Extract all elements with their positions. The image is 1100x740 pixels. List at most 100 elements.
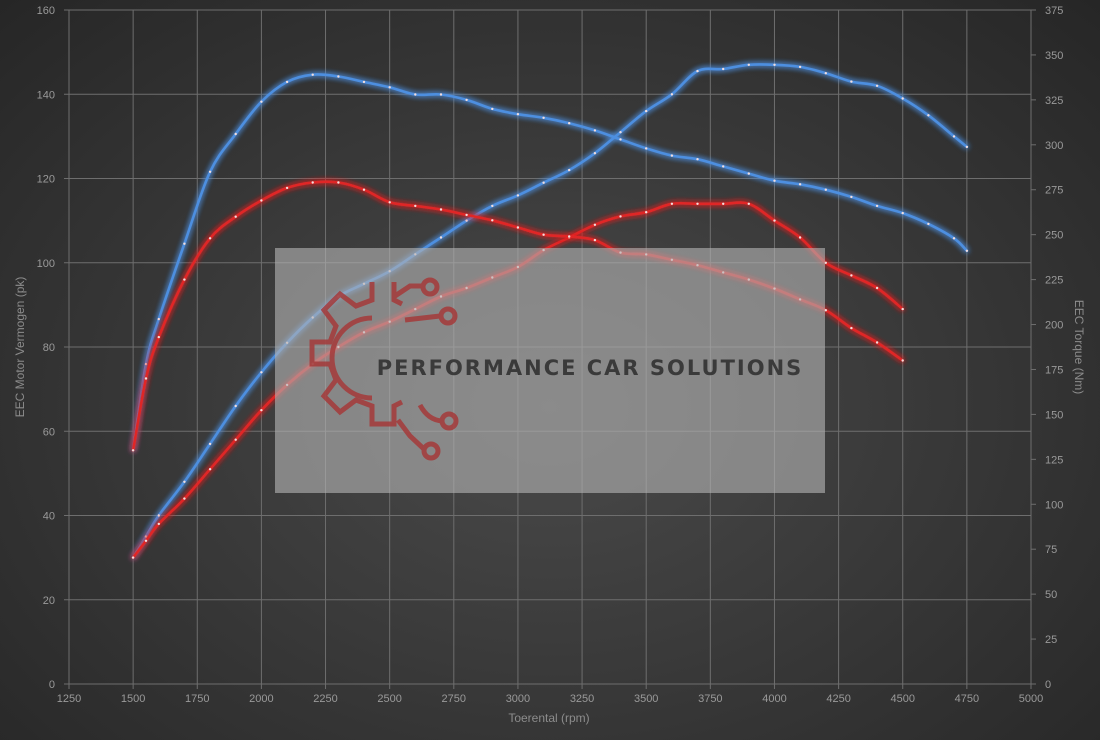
- x-tick-label: 1750: [185, 693, 209, 705]
- x-tick-label: 3250: [570, 693, 594, 705]
- data-point: [593, 238, 597, 242]
- data-point: [670, 154, 674, 157]
- data-point: [144, 539, 148, 542]
- data-point: [208, 170, 212, 173]
- data-point: [747, 202, 750, 205]
- data-point: [850, 274, 853, 277]
- right-y-tick-label: 50: [1045, 589, 1057, 601]
- left-y-tick-label: 120: [37, 174, 55, 186]
- right-y-tick-label: 100: [1045, 499, 1063, 511]
- right-y-tick-label: 150: [1045, 409, 1063, 421]
- right-y-tick-label: 225: [1045, 275, 1063, 287]
- data-point: [234, 404, 237, 408]
- x-tick-label: 4250: [826, 693, 850, 705]
- data-point: [491, 107, 494, 111]
- data-point: [542, 116, 545, 120]
- right-y-tick-label: 175: [1045, 364, 1063, 376]
- data-point: [516, 226, 520, 229]
- data-point: [747, 63, 750, 66]
- data-point: [798, 236, 802, 239]
- x-axis-title: Toerental (rpm): [508, 711, 589, 725]
- data-point: [619, 131, 622, 134]
- right-y-tick-label: 200: [1045, 320, 1063, 332]
- right-y-tick-label: 125: [1045, 454, 1063, 466]
- left-y-axis-ticks: 0 20 40 60 80 100 120 140 160: [37, 5, 55, 691]
- data-point: [773, 63, 776, 66]
- data-point: [260, 371, 263, 374]
- right-y-tick-label: 350: [1045, 50, 1063, 62]
- data-point: [516, 194, 520, 197]
- data-point: [234, 438, 237, 441]
- data-point: [875, 286, 879, 290]
- data-point: [285, 80, 289, 84]
- x-tick-label: 4000: [762, 693, 786, 705]
- right-y-tick-label: 300: [1045, 140, 1063, 152]
- gear-logo-icon: [309, 277, 459, 461]
- data-point: [234, 132, 237, 136]
- data-point: [260, 409, 263, 412]
- data-point: [901, 97, 904, 100]
- data-point: [439, 236, 443, 239]
- data-point: [824, 188, 827, 191]
- data-point: [491, 204, 494, 208]
- data-point: [388, 86, 391, 89]
- data-point: [208, 468, 212, 471]
- data-point: [593, 152, 597, 155]
- data-point: [311, 73, 314, 76]
- data-point: [952, 135, 956, 138]
- data-point: [234, 215, 237, 218]
- data-point: [568, 122, 571, 125]
- x-tick-label: 2000: [249, 693, 273, 705]
- data-point: [337, 181, 340, 184]
- data-point: [965, 145, 969, 149]
- data-point: [645, 211, 648, 214]
- data-point: [568, 168, 571, 172]
- data-point: [362, 80, 366, 84]
- data-point: [619, 215, 622, 218]
- data-point: [144, 535, 148, 538]
- data-point: [593, 129, 597, 132]
- x-tick-label: 4750: [955, 693, 979, 705]
- left-y-axis-title: EEC Motor Vermogen (pk): [13, 277, 27, 418]
- right-y-tick-label: 375: [1045, 5, 1063, 17]
- data-point: [773, 219, 776, 222]
- data-point: [824, 72, 827, 75]
- data-point: [850, 326, 853, 330]
- data-point: [670, 202, 674, 205]
- data-point: [131, 449, 135, 452]
- data-point: [901, 211, 904, 215]
- data-point: [311, 181, 314, 184]
- x-tick-label: 1500: [121, 693, 145, 705]
- left-y-tick-label: 100: [37, 258, 55, 270]
- data-point: [388, 201, 391, 204]
- data-point: [465, 219, 468, 222]
- x-tick-label: 3000: [506, 693, 530, 705]
- data-point: [798, 65, 802, 69]
- data-point: [337, 75, 340, 78]
- data-point: [465, 213, 468, 217]
- series-line: [131, 73, 969, 452]
- data-point: [722, 165, 725, 168]
- watermark-text: PERFORMANCE CAR SOLUTIONS: [377, 356, 804, 380]
- data-point: [183, 497, 186, 500]
- x-tick-label: 3750: [698, 693, 722, 705]
- data-point: [875, 84, 879, 88]
- x-tick-label: 2250: [313, 693, 337, 705]
- data-point: [260, 199, 263, 202]
- x-tick-label: 3500: [634, 693, 658, 705]
- data-point: [414, 204, 417, 208]
- left-y-tick-label: 0: [49, 679, 55, 691]
- data-point: [144, 377, 148, 380]
- data-point: [927, 222, 930, 226]
- right-y-tick-label: 275: [1045, 185, 1063, 197]
- data-point: [875, 341, 879, 344]
- data-point: [183, 278, 186, 281]
- left-y-tick-label: 40: [43, 511, 55, 523]
- data-point: [465, 98, 468, 102]
- data-point: [952, 237, 956, 240]
- data-point: [773, 179, 776, 182]
- data-point: [157, 522, 160, 526]
- data-point: [285, 186, 289, 190]
- left-y-tick-label: 60: [43, 426, 55, 438]
- right-y-axis-title: EEC Torque (Nm): [1072, 300, 1086, 394]
